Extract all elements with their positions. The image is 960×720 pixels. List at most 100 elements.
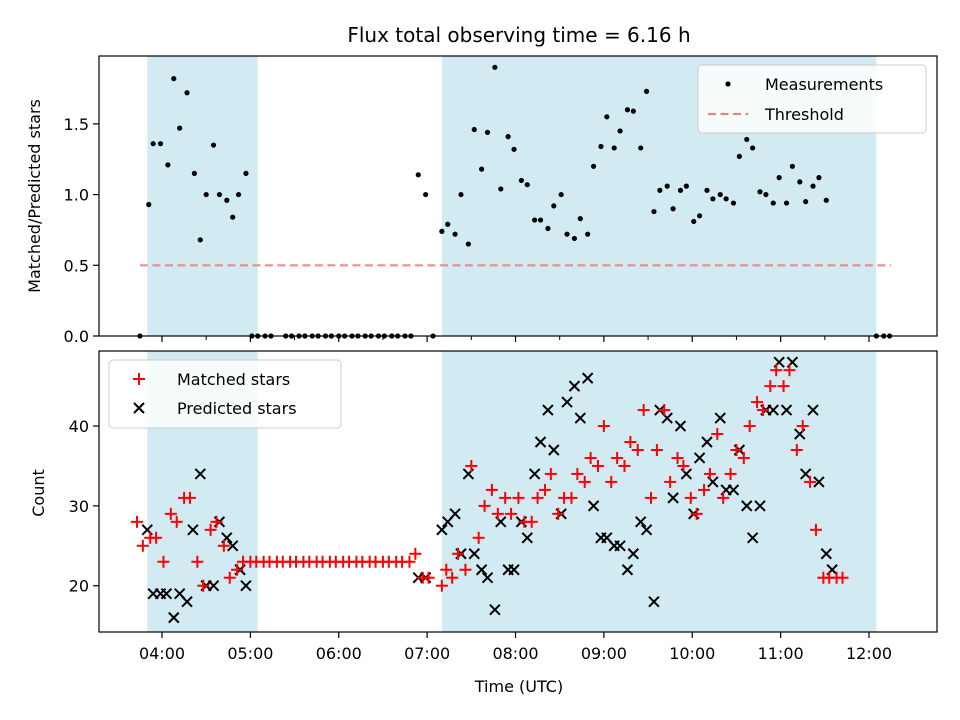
predicted-star-point xyxy=(226,540,239,552)
measurement-point xyxy=(439,228,445,234)
predicted-star-point xyxy=(521,532,533,544)
matched-star-point xyxy=(157,555,170,568)
measurement-point xyxy=(518,177,524,184)
matched-star-point xyxy=(624,436,637,449)
matched-star-point xyxy=(422,571,435,584)
measurement-point xyxy=(670,206,676,212)
x-axis-label: Time (UTC) xyxy=(474,677,563,696)
measurement-point xyxy=(577,216,583,222)
predicted-star-point xyxy=(568,380,581,392)
measurement-point xyxy=(611,145,617,151)
measurement-point xyxy=(505,134,511,140)
top-y-tick-label: 1.5 xyxy=(64,115,89,134)
predicted-star-point xyxy=(714,412,726,424)
matched-star-point xyxy=(605,475,618,488)
matched-star-point xyxy=(204,523,217,536)
matched-star-point xyxy=(544,467,557,480)
predicted-star-point xyxy=(187,524,199,536)
measurement-point xyxy=(452,231,458,237)
measurement-point xyxy=(770,200,776,206)
predicted-star-point xyxy=(621,564,634,576)
measurement-point xyxy=(585,231,591,237)
measurement-point xyxy=(498,186,504,192)
measurement-point xyxy=(146,201,152,208)
predicted-star-point xyxy=(561,396,573,408)
matched-star-point xyxy=(645,491,658,504)
matched-star-point xyxy=(737,451,750,464)
matched-star-point xyxy=(130,515,143,528)
matched-star-point xyxy=(136,539,149,552)
matched-star-point xyxy=(409,547,422,560)
measurement-point xyxy=(545,225,551,232)
predicted-star-point xyxy=(648,595,660,608)
measurement-point xyxy=(683,183,689,189)
measurement-point xyxy=(604,114,610,120)
predicted-star-point xyxy=(534,436,547,448)
matched-star-point xyxy=(796,420,809,433)
predicted-star-point xyxy=(627,548,640,560)
predicted-star-point xyxy=(754,500,766,512)
matched-star-point xyxy=(183,491,196,504)
predicted-star-point xyxy=(701,436,713,448)
predicted-star-point xyxy=(489,603,501,616)
matched-star-point xyxy=(210,515,223,528)
bottom-legend: Matched stars Predicted stars xyxy=(108,359,342,429)
legend-predicted-marker xyxy=(133,402,145,414)
matched-star-point xyxy=(584,451,597,464)
matched-star-point xyxy=(538,483,551,496)
matched-star-point xyxy=(197,579,210,592)
measurement-point xyxy=(150,141,156,147)
measurement-point xyxy=(750,145,756,151)
measurement-point xyxy=(757,189,763,195)
bottom-y-tick-label: 30 xyxy=(69,497,89,516)
measurement-point xyxy=(823,197,829,203)
matched-star-point xyxy=(435,579,448,592)
matched-star-point xyxy=(446,571,459,584)
top-y-axis-label: Matched/Predicted stars xyxy=(25,99,44,293)
matched-star-point xyxy=(164,507,177,520)
matched-star-point xyxy=(743,420,756,433)
matched-star-point xyxy=(809,523,822,536)
legend-threshold-label: Threshold xyxy=(764,105,844,124)
measurement-point xyxy=(465,241,471,247)
matched-star-point xyxy=(478,499,491,512)
top-y-tick-label: 1.0 xyxy=(64,186,89,205)
predicted-star-point xyxy=(508,564,520,576)
matched-star-point xyxy=(231,563,244,576)
predicted-star-point xyxy=(168,611,180,624)
measurement-point xyxy=(216,191,223,198)
measurement-point xyxy=(511,146,517,152)
measurement-point xyxy=(415,172,421,178)
matched-star-point xyxy=(223,571,236,584)
predicted-star-point xyxy=(528,468,541,480)
bottom-y-tick-label: 40 xyxy=(69,417,89,436)
measurement-point xyxy=(537,217,544,223)
measurement-point xyxy=(551,203,557,209)
matched-star-point xyxy=(465,459,478,472)
matched-star-point xyxy=(485,483,498,496)
measurement-point xyxy=(789,163,796,169)
predicted-star-point xyxy=(475,564,488,576)
predicted-star-point xyxy=(799,468,812,480)
matched-star-point xyxy=(459,563,472,576)
bottom-shaded-span xyxy=(441,351,877,632)
measurement-point xyxy=(664,183,670,189)
x-tick-label: 12:00 xyxy=(846,644,892,663)
measurement-point xyxy=(171,76,177,82)
measurement-point xyxy=(617,128,623,134)
measurement-point xyxy=(558,191,564,198)
matched-star-point xyxy=(698,483,711,496)
measurement-point xyxy=(783,200,790,206)
measurement-point xyxy=(230,214,236,220)
measurement-point xyxy=(624,107,631,113)
matched-star-point xyxy=(565,491,578,504)
legend-matched-marker xyxy=(133,373,145,385)
matched-star-point xyxy=(711,428,724,441)
matched-star-point xyxy=(703,467,716,480)
matched-star-point xyxy=(658,404,671,417)
predicted-star-point xyxy=(468,548,480,560)
matched-star-point xyxy=(403,555,416,568)
legend-predicted-label: Predicted stars xyxy=(177,399,297,418)
measurement-point xyxy=(630,108,636,114)
matched-star-point xyxy=(170,515,183,528)
